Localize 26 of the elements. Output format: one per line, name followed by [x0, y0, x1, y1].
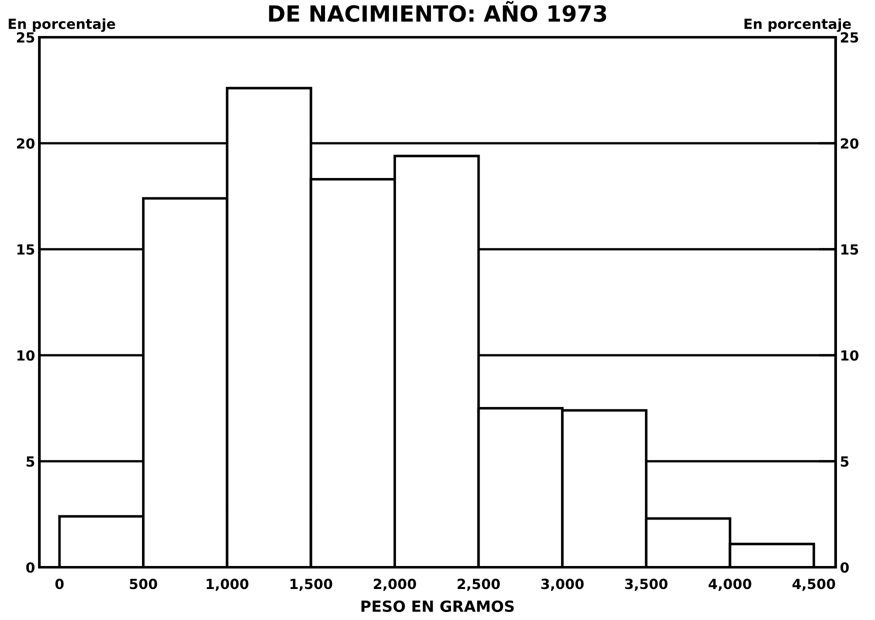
- x-tick-label: 4,000: [708, 578, 752, 591]
- x-tick-label: 4,500: [792, 578, 836, 591]
- x-axis-title: PESO EN GRAMOS: [362, 600, 514, 612]
- y2-axis-title: En porcentaje: [744, 18, 851, 32]
- x-tick-label: 3,000: [541, 578, 584, 591]
- x-tick-label: 2,000: [374, 578, 416, 591]
- y2-tick-label: 20: [840, 138, 858, 149]
- x-tick-label: 2,500: [458, 578, 500, 591]
- x-tick-label: 1,500: [290, 578, 332, 591]
- y-tick-label: 10: [17, 350, 35, 361]
- x-tick-label: 0: [55, 578, 64, 590]
- y-tick-label: 0: [26, 562, 35, 573]
- y-axis-title: En porcentaje: [8, 18, 116, 32]
- chart-title: DE NACIMIENTO: AÑO 1973: [269, 1, 606, 22]
- y2-tick-label: 5: [840, 456, 848, 467]
- y2-tick-label: 15: [841, 244, 858, 255]
- y-tick-label: 5: [26, 456, 34, 467]
- x-tick-label: 1,000: [206, 578, 248, 591]
- y2-tick-label: 10: [841, 350, 858, 361]
- y-tick-label: 25: [16, 32, 34, 43]
- y-tick-label: 20: [16, 138, 35, 149]
- x-tick-label: 3,500: [625, 578, 668, 591]
- x-tick-label: 500: [130, 578, 158, 590]
- y2-tick-label: 0: [840, 562, 849, 573]
- y-tick-label: 15: [17, 244, 34, 255]
- y2-tick-label: 25: [840, 32, 858, 43]
